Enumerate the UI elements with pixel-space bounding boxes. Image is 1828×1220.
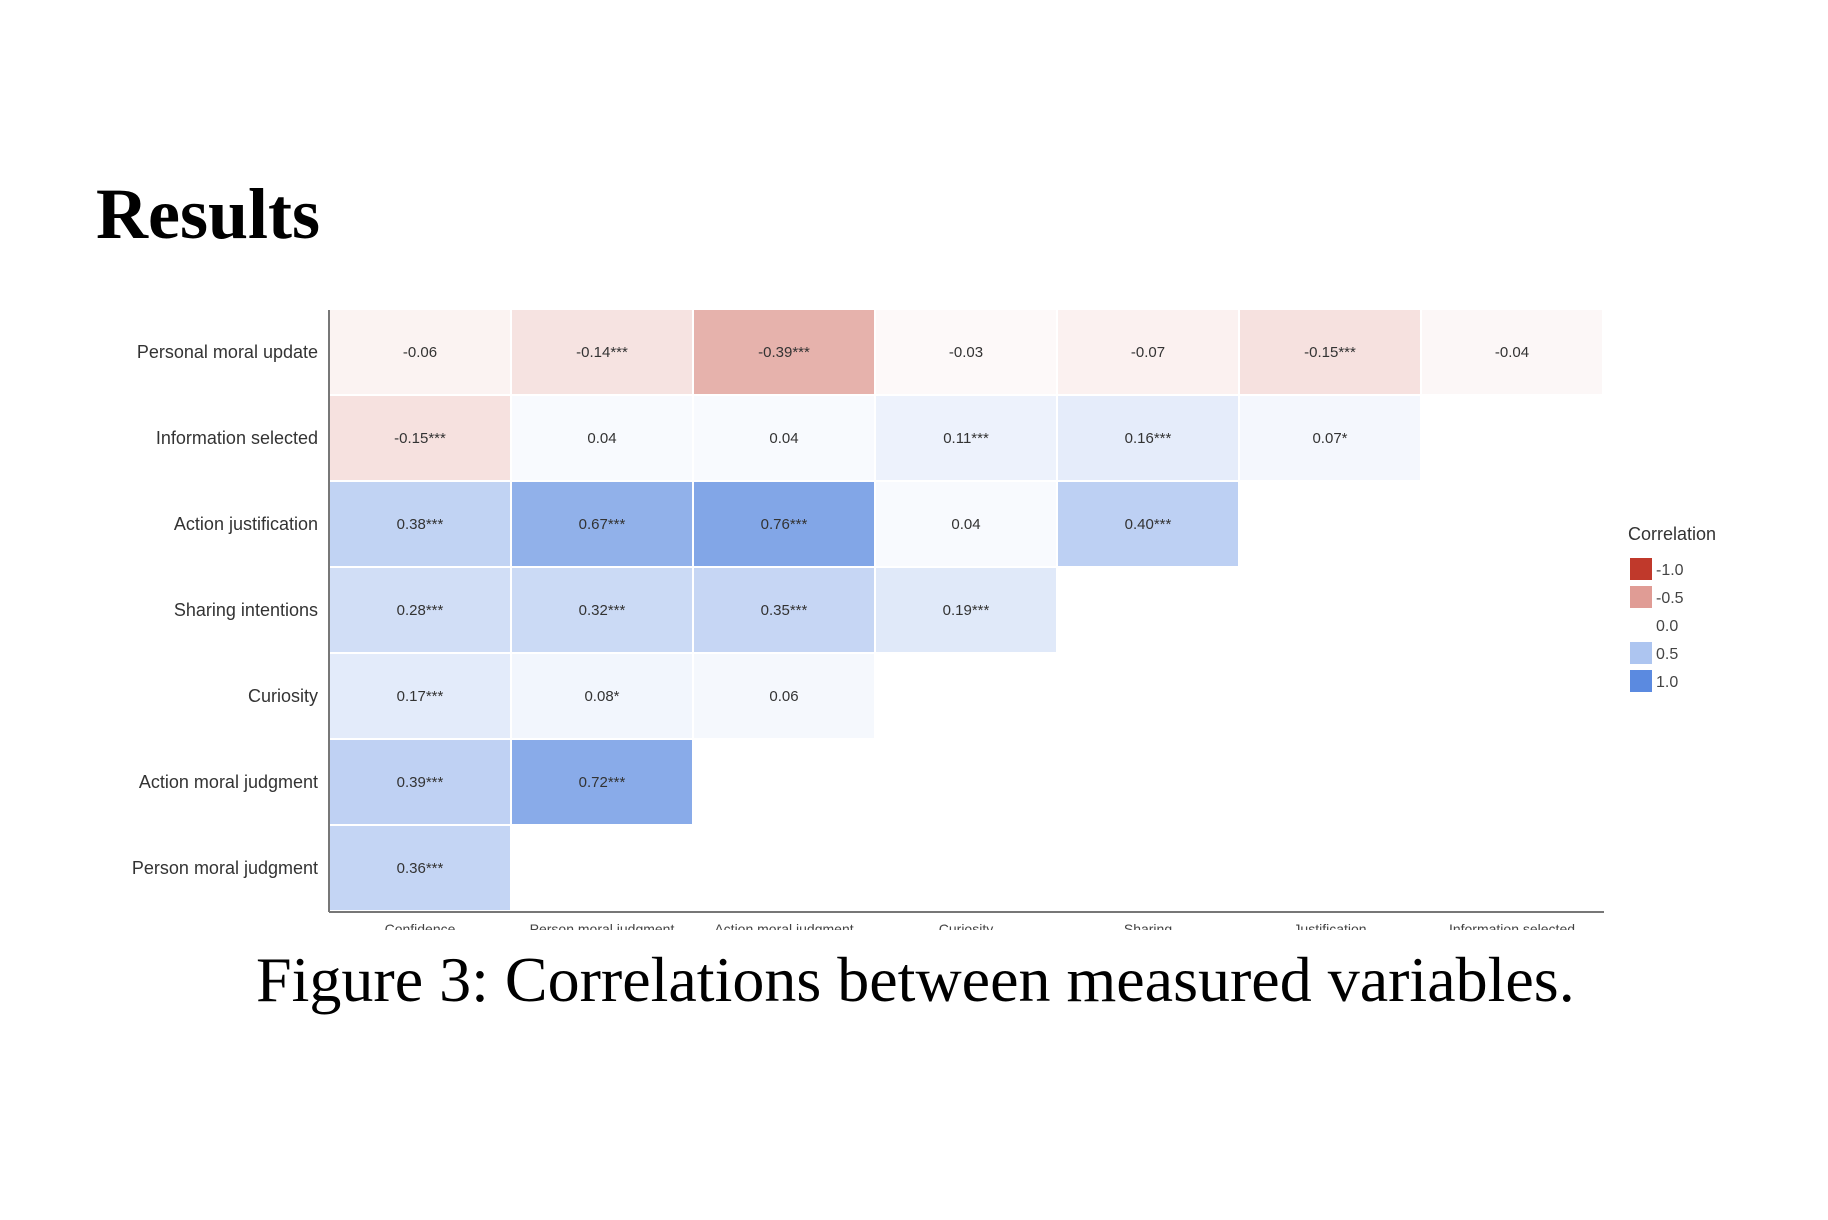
heatmap-cell [1240, 310, 1420, 394]
cell-label: 0.04 [587, 430, 616, 447]
cell-label: -0.04 [1495, 344, 1529, 361]
cell-label: 0.35*** [761, 602, 808, 619]
heatmap-cell [512, 654, 692, 738]
heatmap-cell [330, 396, 510, 480]
heatmap-cell [512, 310, 692, 394]
section-heading: Results [96, 174, 321, 254]
cell-label: 0.07* [1312, 430, 1347, 447]
cell-label: 0.19*** [943, 602, 990, 619]
legend-swatch [1630, 614, 1652, 636]
heatmap-cell [512, 396, 692, 480]
heatmap-cell [876, 568, 1056, 652]
column-label: Action moral judgment [714, 921, 853, 930]
column-label: Curiosity [939, 921, 993, 930]
legend-label: -0.5 [1656, 590, 1684, 607]
heatmap-cell [1058, 482, 1238, 566]
row-label: Information selected [156, 428, 318, 448]
row-label: Curiosity [248, 686, 318, 706]
row-label: Action moral judgment [139, 772, 318, 792]
cell-label: 0.04 [769, 430, 798, 447]
cell-label: -0.06 [403, 344, 437, 361]
row-label: Action justification [174, 514, 318, 534]
cell-label: -0.14*** [576, 344, 628, 361]
heatmap-cell [330, 568, 510, 652]
heatmap-cell [876, 482, 1056, 566]
heatmap-cell [694, 654, 874, 738]
cell-label: 0.08* [584, 688, 619, 705]
column-label: Person moral judgment [530, 921, 675, 930]
heatmap-cell [330, 482, 510, 566]
heatmap-cell [1422, 310, 1602, 394]
cell-label: 0.39*** [397, 774, 444, 791]
heatmap-cell [330, 826, 510, 910]
column-label: Information selected [1449, 921, 1575, 930]
heatmap-cell [1240, 396, 1420, 480]
cell-label: 0.06 [769, 688, 798, 705]
cell-label: 0.11*** [943, 430, 989, 447]
legend-swatch [1630, 670, 1652, 692]
heatmap-cell [512, 568, 692, 652]
cell-label: -0.15*** [1304, 344, 1356, 361]
figure-caption: Figure 3: Correlations between measured … [256, 944, 1575, 1015]
cell-label: -0.39*** [758, 344, 810, 361]
legend-title: Correlation [1628, 524, 1716, 544]
legend-label: -1.0 [1656, 562, 1684, 579]
cell-label: 0.16*** [1125, 430, 1172, 447]
legend-label: 1.0 [1656, 674, 1678, 691]
heatmap-cell [330, 310, 510, 394]
column-label: Sharing [1124, 921, 1172, 930]
heatmap-cell [694, 482, 874, 566]
heatmap-cell [1058, 396, 1238, 480]
cell-label: 0.76*** [761, 516, 808, 533]
heatmap-cell [330, 740, 510, 824]
cell-label: 0.36*** [397, 860, 444, 877]
cell-label: -0.07 [1131, 344, 1165, 361]
row-label: Sharing intentions [174, 600, 318, 620]
correlation-heatmap: -0.06 -0.14*** -0.39*** -0.03 -0.07 -0.15*** -… [132, 310, 1716, 930]
cell-label: 0.67*** [579, 516, 626, 533]
legend-swatch [1630, 642, 1652, 664]
cell-label: 0.38*** [397, 516, 444, 533]
heatmap-cell [694, 396, 874, 480]
heatmap-cell [876, 310, 1056, 394]
heatmap-cell [512, 482, 692, 566]
row-label: Personal moral update [137, 342, 318, 362]
cell-label: 0.04 [951, 516, 980, 533]
cell-label: -0.15*** [394, 430, 446, 447]
heatmap-cell [330, 654, 510, 738]
heatmap-cell [694, 568, 874, 652]
cell-label: -0.03 [949, 344, 983, 361]
legend-label: 0.5 [1656, 646, 1678, 663]
column-label: Confidence [385, 921, 456, 930]
cell-label: 0.28*** [397, 602, 444, 619]
heatmap-cell [694, 310, 874, 394]
heatmap-cell [876, 396, 1056, 480]
cell-label: 0.17*** [397, 688, 444, 705]
cell-label: 0.72*** [579, 774, 626, 791]
cell-label: 0.40*** [1125, 516, 1172, 533]
row-label: Person moral judgment [132, 858, 318, 878]
heatmap-cell [512, 740, 692, 824]
column-label: Justification [1293, 921, 1366, 930]
legend-swatch [1630, 586, 1652, 608]
legend-label: 0.0 [1656, 618, 1678, 635]
cell-label: 0.32*** [579, 602, 626, 619]
heatmap-cell [1058, 310, 1238, 394]
legend-swatch [1630, 558, 1652, 580]
